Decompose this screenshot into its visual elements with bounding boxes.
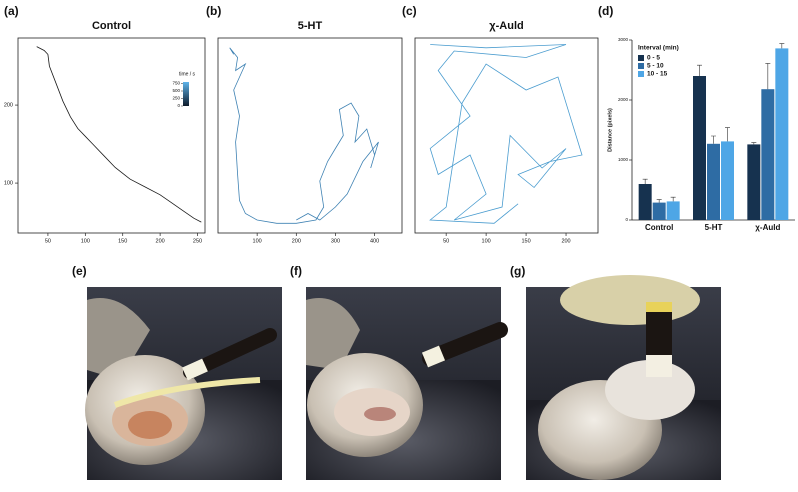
error-bar [670, 196, 676, 202]
x-tick-label: 150 [521, 238, 530, 244]
plot-frame [217, 37, 403, 234]
bar [666, 201, 680, 220]
panel-label: (e) [72, 264, 87, 278]
panel-label: (a) [4, 4, 19, 18]
x-tick-label: 100 [253, 238, 262, 244]
x-tick-label: χ-Auld [755, 223, 780, 232]
legend-swatch [638, 71, 644, 77]
legend-swatch [638, 63, 644, 69]
y-tick-label: 2000 [618, 97, 629, 102]
bar [761, 89, 775, 220]
photo-f [306, 287, 508, 480]
error-bar [642, 178, 648, 184]
x-tick-label: 200 [156, 238, 165, 244]
bar [747, 144, 761, 220]
colorbar-tick-label: 0 [177, 103, 180, 108]
y-tick-label: 0 [625, 217, 628, 222]
x-tick-label: 400 [370, 238, 379, 244]
plot-title: 5-HT [298, 20, 323, 32]
y-tick-label: 200 [4, 103, 13, 109]
y-axis-label: Distance (pixels) [607, 108, 613, 152]
colorbar-tick-label: 750 [172, 81, 180, 86]
y-tick-label: 100 [4, 181, 13, 187]
x-tick-label: 5-HT [705, 223, 723, 232]
panel-label: (d) [598, 4, 613, 18]
plot-frame [17, 37, 206, 234]
trajectory [36, 46, 202, 223]
bar [652, 202, 666, 220]
y-tick-label: 3000 [618, 37, 629, 42]
y-tick-label: 1000 [618, 157, 629, 162]
error-bar [725, 127, 730, 142]
panel-label: (c) [402, 4, 417, 18]
trajectory [229, 47, 379, 224]
error-bar [697, 64, 702, 76]
x-tick-label: 300 [331, 238, 340, 244]
error-bar [711, 135, 716, 144]
legend-label: 10 - 15 [647, 71, 668, 78]
photo-e [85, 287, 282, 480]
error-bar [656, 199, 662, 203]
legend-label: 5 - 10 [647, 63, 664, 70]
legend-label: 0 - 5 [647, 55, 660, 62]
bar [721, 141, 734, 220]
x-tick-label: 100 [81, 238, 90, 244]
plot-title: χ-Auld [489, 20, 523, 32]
x-tick-label: 200 [292, 238, 301, 244]
panel-label: (b) [206, 4, 221, 18]
x-tick-label: 250 [193, 238, 202, 244]
colorbar [183, 82, 189, 106]
plot-title: Control [92, 20, 131, 32]
x-tick-label: Control [645, 223, 673, 232]
colorbar-title: time / s [179, 71, 196, 77]
plot-frame [414, 37, 599, 234]
x-tick-label: 100 [482, 238, 491, 244]
x-tick-label: 200 [561, 238, 570, 244]
panel-label: (f) [290, 264, 302, 278]
legend-title: Interval (min) [638, 45, 679, 52]
photo-g [526, 275, 721, 480]
colorbar-tick-label: 250 [172, 96, 180, 101]
error-bar [751, 142, 757, 145]
bar [693, 76, 706, 220]
x-tick-label: 50 [443, 238, 449, 244]
legend-swatch [638, 55, 644, 61]
bar [707, 143, 720, 220]
x-tick-label: 150 [118, 238, 127, 244]
bar [638, 184, 652, 220]
error-bar [765, 63, 771, 90]
trajectory [429, 44, 583, 224]
x-tick-label: 50 [45, 238, 51, 244]
bar [775, 48, 789, 221]
colorbar-tick-label: 500 [172, 88, 180, 93]
error-bar [779, 43, 785, 49]
panel-label: (g) [510, 264, 525, 278]
